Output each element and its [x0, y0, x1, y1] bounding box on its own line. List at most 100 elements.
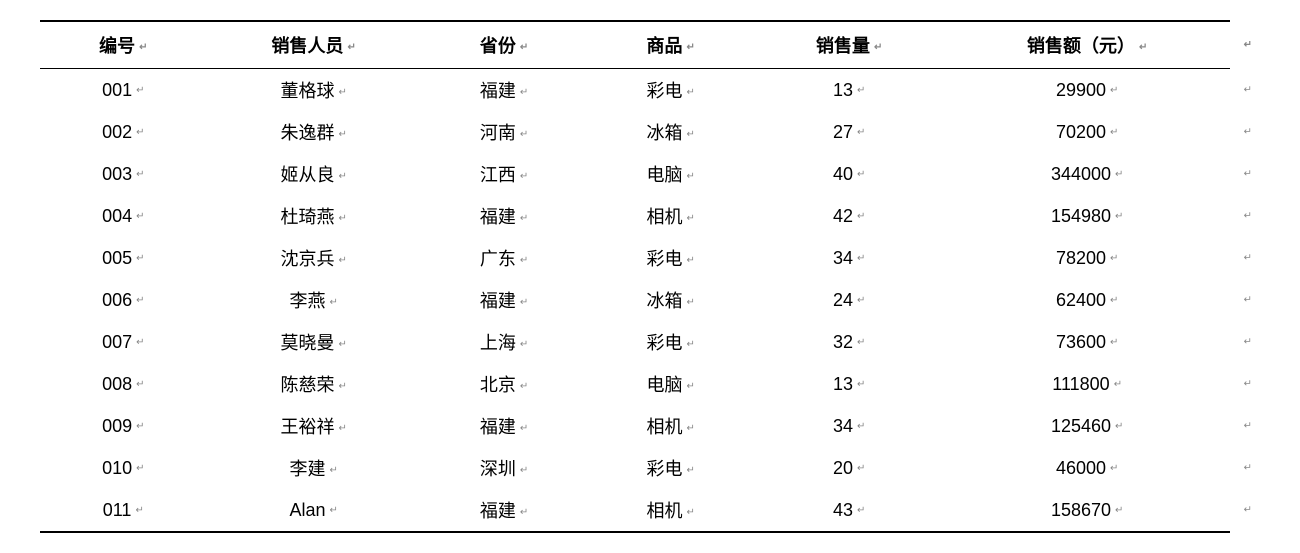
- header-label: 商品: [646, 36, 682, 56]
- cell-value: 电脑: [646, 165, 682, 185]
- table-row: 004↵杜琦燕↵福建↵相机↵42↵154980↵↵: [40, 195, 1230, 237]
- table-row: 002↵朱逸群↵河南↵冰箱↵27↵70200↵↵: [40, 111, 1230, 153]
- cell-value: 006: [102, 290, 132, 310]
- paragraph-mark-icon: ↵: [338, 381, 346, 392]
- paragraph-mark-icon: ↵: [136, 295, 144, 306]
- table-header-row: 编号↵销售人员↵省份↵商品↵销售量↵销售额（元）↵↵: [40, 21, 1230, 69]
- paragraph-mark-icon: ↵: [136, 337, 144, 348]
- paragraph-mark-icon: ↵: [338, 129, 346, 140]
- table-cell: 李建↵: [207, 447, 421, 489]
- paragraph-mark-icon: ↵: [1139, 42, 1147, 53]
- paragraph-mark-icon: ↵: [520, 507, 528, 518]
- cell-value: 13: [833, 80, 853, 100]
- table-cell: 13↵: [754, 363, 944, 405]
- table-cell: 70200↵↵: [944, 111, 1230, 153]
- cell-value: 王裕祥: [280, 417, 334, 437]
- paragraph-mark-icon: ↵: [136, 463, 144, 474]
- cell-value: 158670: [1051, 500, 1111, 520]
- table-cell: 62400↵↵: [944, 279, 1230, 321]
- table-cell: 005↵: [40, 237, 207, 279]
- cell-value: Alan: [289, 500, 325, 520]
- paragraph-mark-icon: ↵: [686, 507, 694, 518]
- cell-value: 河南: [480, 123, 516, 143]
- cell-value: 福建: [480, 417, 516, 437]
- paragraph-mark-icon: ↵: [338, 213, 346, 224]
- cell-value: 008: [102, 374, 132, 394]
- table-cell: 154980↵↵: [944, 195, 1230, 237]
- cell-value: 46000: [1056, 458, 1106, 478]
- table-cell: 002↵: [40, 111, 207, 153]
- paragraph-mark-icon: ↵: [857, 337, 865, 348]
- cell-value: 002: [102, 122, 132, 142]
- paragraph-mark-icon: ↵: [1110, 85, 1118, 96]
- row-end-mark-icon: ↵: [1244, 85, 1252, 96]
- table-cell: 王裕祥↵: [207, 405, 421, 447]
- paragraph-mark-icon: ↵: [1110, 127, 1118, 138]
- paragraph-mark-icon: ↵: [1115, 505, 1123, 516]
- table-cell: 冰箱↵: [587, 111, 754, 153]
- cell-value: 40: [833, 164, 853, 184]
- row-end-mark-icon: ↵: [1244, 40, 1252, 51]
- row-end-mark-icon: ↵: [1244, 211, 1252, 222]
- table-cell: 电脑↵: [587, 363, 754, 405]
- table-cell: 009↵: [40, 405, 207, 447]
- header-label: 省份: [480, 36, 516, 56]
- cell-value: 005: [102, 248, 132, 268]
- paragraph-mark-icon: ↵: [338, 171, 346, 182]
- table-header-cell: 商品↵: [587, 21, 754, 69]
- table-cell: 福建↵: [421, 489, 588, 532]
- cell-value: 007: [102, 332, 132, 352]
- table-cell: 003 ↵: [40, 153, 207, 195]
- paragraph-mark-icon: ↵: [857, 169, 865, 180]
- paragraph-mark-icon: ↵: [686, 465, 694, 476]
- table-cell: 姬从良↵: [207, 153, 421, 195]
- table-cell: 004↵: [40, 195, 207, 237]
- cell-value: 莫晓曼: [280, 333, 334, 353]
- row-end-mark-icon: ↵: [1244, 295, 1252, 306]
- table-cell: 莫晓曼 ↵: [207, 321, 421, 363]
- table-cell: 相机↵: [587, 489, 754, 532]
- paragraph-mark-icon: ↵: [857, 85, 865, 96]
- paragraph-mark-icon: ↵: [686, 213, 694, 224]
- table-row: 007↵莫晓曼↵上海↵彩电↵32↵73600↵↵: [40, 321, 1230, 363]
- table-cell: 008↵: [40, 363, 207, 405]
- paragraph-mark-icon: ↵: [338, 87, 346, 98]
- paragraph-mark-icon: ↵: [520, 129, 528, 140]
- cell-value: 李燕: [289, 291, 325, 311]
- table-cell: 006 ↵: [40, 279, 207, 321]
- paragraph-mark-icon: ↵: [1110, 253, 1118, 264]
- table-header-cell: 编号↵: [40, 21, 207, 69]
- cell-value: 009: [102, 416, 132, 436]
- cell-value: 江西: [480, 165, 516, 185]
- cell-value: 上海: [480, 333, 516, 353]
- table-row: 009↵王裕祥↵福建↵相机↵34↵125460↵↵: [40, 405, 1230, 447]
- cell-value: 27: [833, 122, 853, 142]
- cell-value: 彩电: [646, 459, 682, 479]
- paragraph-mark-icon: ↵: [338, 339, 346, 350]
- table-cell: 27↵: [754, 111, 944, 153]
- table-row: 010↵李建↵深圳↵彩电↵20↵46000↵↵: [40, 447, 1230, 489]
- paragraph-mark-icon: ↵: [135, 505, 143, 516]
- cell-value: 73600: [1056, 332, 1106, 352]
- paragraph-mark-icon: ↵: [520, 465, 528, 476]
- cell-value: 011: [103, 500, 132, 520]
- row-end-mark-icon: ↵: [1244, 421, 1252, 432]
- sales-table-container: 编号↵销售人员↵省份↵商品↵销售量↵销售额（元）↵↵ 001↵董格球↵福建↵彩电…: [40, 20, 1260, 533]
- paragraph-mark-icon: ↵: [136, 169, 144, 180]
- cell-value: 001: [102, 80, 132, 100]
- table-cell: 江西↵: [421, 153, 588, 195]
- paragraph-mark-icon: ↵: [686, 297, 694, 308]
- table-cell: 78200↵↵: [944, 237, 1230, 279]
- cell-value: 冰箱: [646, 291, 682, 311]
- row-end-mark-icon: ↵: [1244, 337, 1252, 348]
- cell-value: 78200: [1056, 248, 1106, 268]
- paragraph-mark-icon: ↵: [136, 211, 144, 222]
- table-cell: 河南 ↵: [421, 111, 588, 153]
- table-cell: 111800↵↵: [944, 363, 1230, 405]
- cell-value: 003: [102, 164, 132, 184]
- cell-value: 34: [833, 248, 853, 268]
- table-cell: 001↵: [40, 69, 207, 112]
- table-cell: Alan ↵: [207, 489, 421, 532]
- paragraph-mark-icon: ↵: [1110, 463, 1118, 474]
- paragraph-mark-icon: ↵: [330, 505, 338, 516]
